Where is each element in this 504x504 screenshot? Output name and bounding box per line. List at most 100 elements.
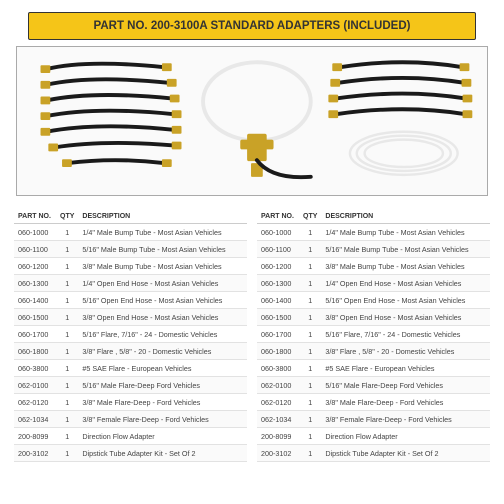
cell-qty: 1: [299, 258, 321, 275]
cell-partno: 062-0120: [14, 394, 56, 411]
cell-partno: 200-8099: [14, 428, 56, 445]
table-row: 060-140015/16" Open End Hose - Most Asia…: [14, 292, 247, 309]
table-row: 062-010015/16" Male Flare-Deep Ford Vehi…: [14, 377, 247, 394]
cell-qty: 1: [56, 377, 78, 394]
table-row: 060-180013/8" Flare , 5/8" - 20 - Domest…: [14, 343, 247, 360]
cell-desc: 3/8" Male Bump Tube - Most Asian Vehicle…: [78, 258, 247, 275]
cell-desc: 3/8" Open End Hose - Most Asian Vehicles: [78, 309, 247, 326]
col-partno: PART NO.: [257, 210, 299, 224]
table-row: 060-140015/16" Open End Hose - Most Asia…: [257, 292, 490, 309]
product-illustration: [16, 46, 488, 196]
cell-partno: 060-1400: [14, 292, 56, 309]
cell-desc: 5/16" Flare, 7/16" - 24 - Domestic Vehic…: [321, 326, 490, 343]
col-qty: QTY: [56, 210, 78, 224]
parts-table-left: PART NO. QTY DESCRIPTION 060-100011/4" M…: [14, 210, 247, 462]
cell-qty: 1: [299, 377, 321, 394]
cell-qty: 1: [56, 445, 78, 462]
cell-partno: 060-3800: [257, 360, 299, 377]
cell-partno: 060-1000: [257, 224, 299, 241]
tables-container: PART NO. QTY DESCRIPTION 060-100011/4" M…: [10, 210, 494, 462]
table-row: 060-110015/16" Male Bump Tube - Most Asi…: [14, 241, 247, 258]
header-bar: PART NO. 200-3100A STANDARD ADAPTERS (IN…: [28, 12, 476, 40]
cell-qty: 1: [56, 309, 78, 326]
table-row: 062-103413/8" Female Flare-Deep - Ford V…: [14, 411, 247, 428]
cell-partno: 060-1700: [257, 326, 299, 343]
table-row: 060-110015/16" Male Bump Tube - Most Asi…: [257, 241, 490, 258]
table-row: 060-120013/8" Male Bump Tube - Most Asia…: [257, 258, 490, 275]
cell-desc: 1/4" Male Bump Tube - Most Asian Vehicle…: [78, 224, 247, 241]
cell-qty: 1: [299, 343, 321, 360]
table-row: 200-80991Direction Flow Adapter: [14, 428, 247, 445]
table-row: 060-100011/4" Male Bump Tube - Most Asia…: [257, 224, 490, 241]
cell-qty: 1: [56, 275, 78, 292]
cell-partno: 200-8099: [257, 428, 299, 445]
cell-partno: 060-1100: [257, 241, 299, 258]
cell-desc: 3/8" Male Flare-Deep - Ford Vehicles: [78, 394, 247, 411]
table-row: 062-012013/8" Male Flare-Deep - Ford Veh…: [257, 394, 490, 411]
cell-qty: 1: [56, 394, 78, 411]
cell-qty: 1: [299, 224, 321, 241]
cell-desc: 5/16" Male Bump Tube - Most Asian Vehicl…: [78, 241, 247, 258]
cell-desc: #5 SAE Flare - European Vehicles: [78, 360, 247, 377]
cell-qty: 1: [56, 343, 78, 360]
cell-desc: 5/16" Flare, 7/16" - 24 - Domestic Vehic…: [78, 326, 247, 343]
cell-qty: 1: [56, 326, 78, 343]
cell-partno: 060-1200: [14, 258, 56, 275]
table-row: 200-31021Dipstick Tube Adapter Kit - Set…: [14, 445, 247, 462]
cell-qty: 1: [56, 241, 78, 258]
col-desc: DESCRIPTION: [78, 210, 247, 224]
parts-table-right: PART NO. QTY DESCRIPTION 060-100011/4" M…: [257, 210, 490, 462]
cell-partno: 200-3102: [14, 445, 56, 462]
table-row: 060-180013/8" Flare , 5/8" - 20 - Domest…: [257, 343, 490, 360]
cell-partno: 062-1034: [257, 411, 299, 428]
col-desc: DESCRIPTION: [321, 210, 490, 224]
cell-partno: 062-0100: [14, 377, 56, 394]
table-row: 200-31021Dipstick Tube Adapter Kit - Set…: [257, 445, 490, 462]
cell-desc: 5/16" Open End Hose - Most Asian Vehicle…: [78, 292, 247, 309]
cell-partno: 062-0120: [257, 394, 299, 411]
cell-partno: 062-0100: [257, 377, 299, 394]
cell-desc: 3/8" Male Bump Tube - Most Asian Vehicle…: [321, 258, 490, 275]
cell-qty: 1: [56, 360, 78, 377]
cell-partno: 060-1300: [14, 275, 56, 292]
cell-qty: 1: [299, 394, 321, 411]
table-row: 062-012013/8" Male Flare-Deep - Ford Veh…: [14, 394, 247, 411]
cell-qty: 1: [56, 224, 78, 241]
cell-desc: 5/16" Open End Hose - Most Asian Vehicle…: [321, 292, 490, 309]
cell-desc: 3/8" Flare , 5/8" - 20 - Domestic Vehicl…: [78, 343, 247, 360]
cell-qty: 1: [299, 428, 321, 445]
cell-qty: 1: [299, 326, 321, 343]
cell-partno: 062-1034: [14, 411, 56, 428]
cell-qty: 1: [299, 411, 321, 428]
cell-qty: 1: [299, 241, 321, 258]
cell-qty: 1: [56, 411, 78, 428]
cell-qty: 1: [56, 428, 78, 445]
table-row: 060-130011/4" Open End Hose - Most Asian…: [14, 275, 247, 292]
cell-partno: 200-3102: [257, 445, 299, 462]
cell-qty: 1: [56, 258, 78, 275]
cell-partno: 060-1700: [14, 326, 56, 343]
cell-desc: 5/16" Male Flare-Deep Ford Vehicles: [78, 377, 247, 394]
table-row: 060-100011/4" Male Bump Tube - Most Asia…: [14, 224, 247, 241]
cell-desc: Dipstick Tube Adapter Kit - Set Of 2: [321, 445, 490, 462]
cell-desc: #5 SAE Flare - European Vehicles: [321, 360, 490, 377]
table-row: 060-170015/16" Flare, 7/16" - 24 - Domes…: [14, 326, 247, 343]
table-row: 062-010015/16" Male Flare-Deep Ford Vehi…: [257, 377, 490, 394]
cell-desc: 3/8" Female Flare-Deep - Ford Vehicles: [78, 411, 247, 428]
cell-qty: 1: [299, 360, 321, 377]
cell-desc: 3/8" Male Flare-Deep - Ford Vehicles: [321, 394, 490, 411]
cell-partno: 060-1200: [257, 258, 299, 275]
cell-partno: 060-3800: [14, 360, 56, 377]
cell-partno: 060-1400: [257, 292, 299, 309]
cell-desc: 1/4" Open End Hose - Most Asian Vehicles: [78, 275, 247, 292]
cell-desc: 3/8" Female Flare-Deep - Ford Vehicles: [321, 411, 490, 428]
cell-partno: 060-1000: [14, 224, 56, 241]
table-row: 060-150013/8" Open End Hose - Most Asian…: [257, 309, 490, 326]
cell-desc: Dipstick Tube Adapter Kit - Set Of 2: [78, 445, 247, 462]
cell-desc: 3/8" Open End Hose - Most Asian Vehicles: [321, 309, 490, 326]
col-qty: QTY: [299, 210, 321, 224]
table-row: 060-120013/8" Male Bump Tube - Most Asia…: [14, 258, 247, 275]
cell-desc: 1/4" Male Bump Tube - Most Asian Vehicle…: [321, 224, 490, 241]
table-row: 062-103413/8" Female Flare-Deep - Ford V…: [257, 411, 490, 428]
table-row: 060-150013/8" Open End Hose - Most Asian…: [14, 309, 247, 326]
